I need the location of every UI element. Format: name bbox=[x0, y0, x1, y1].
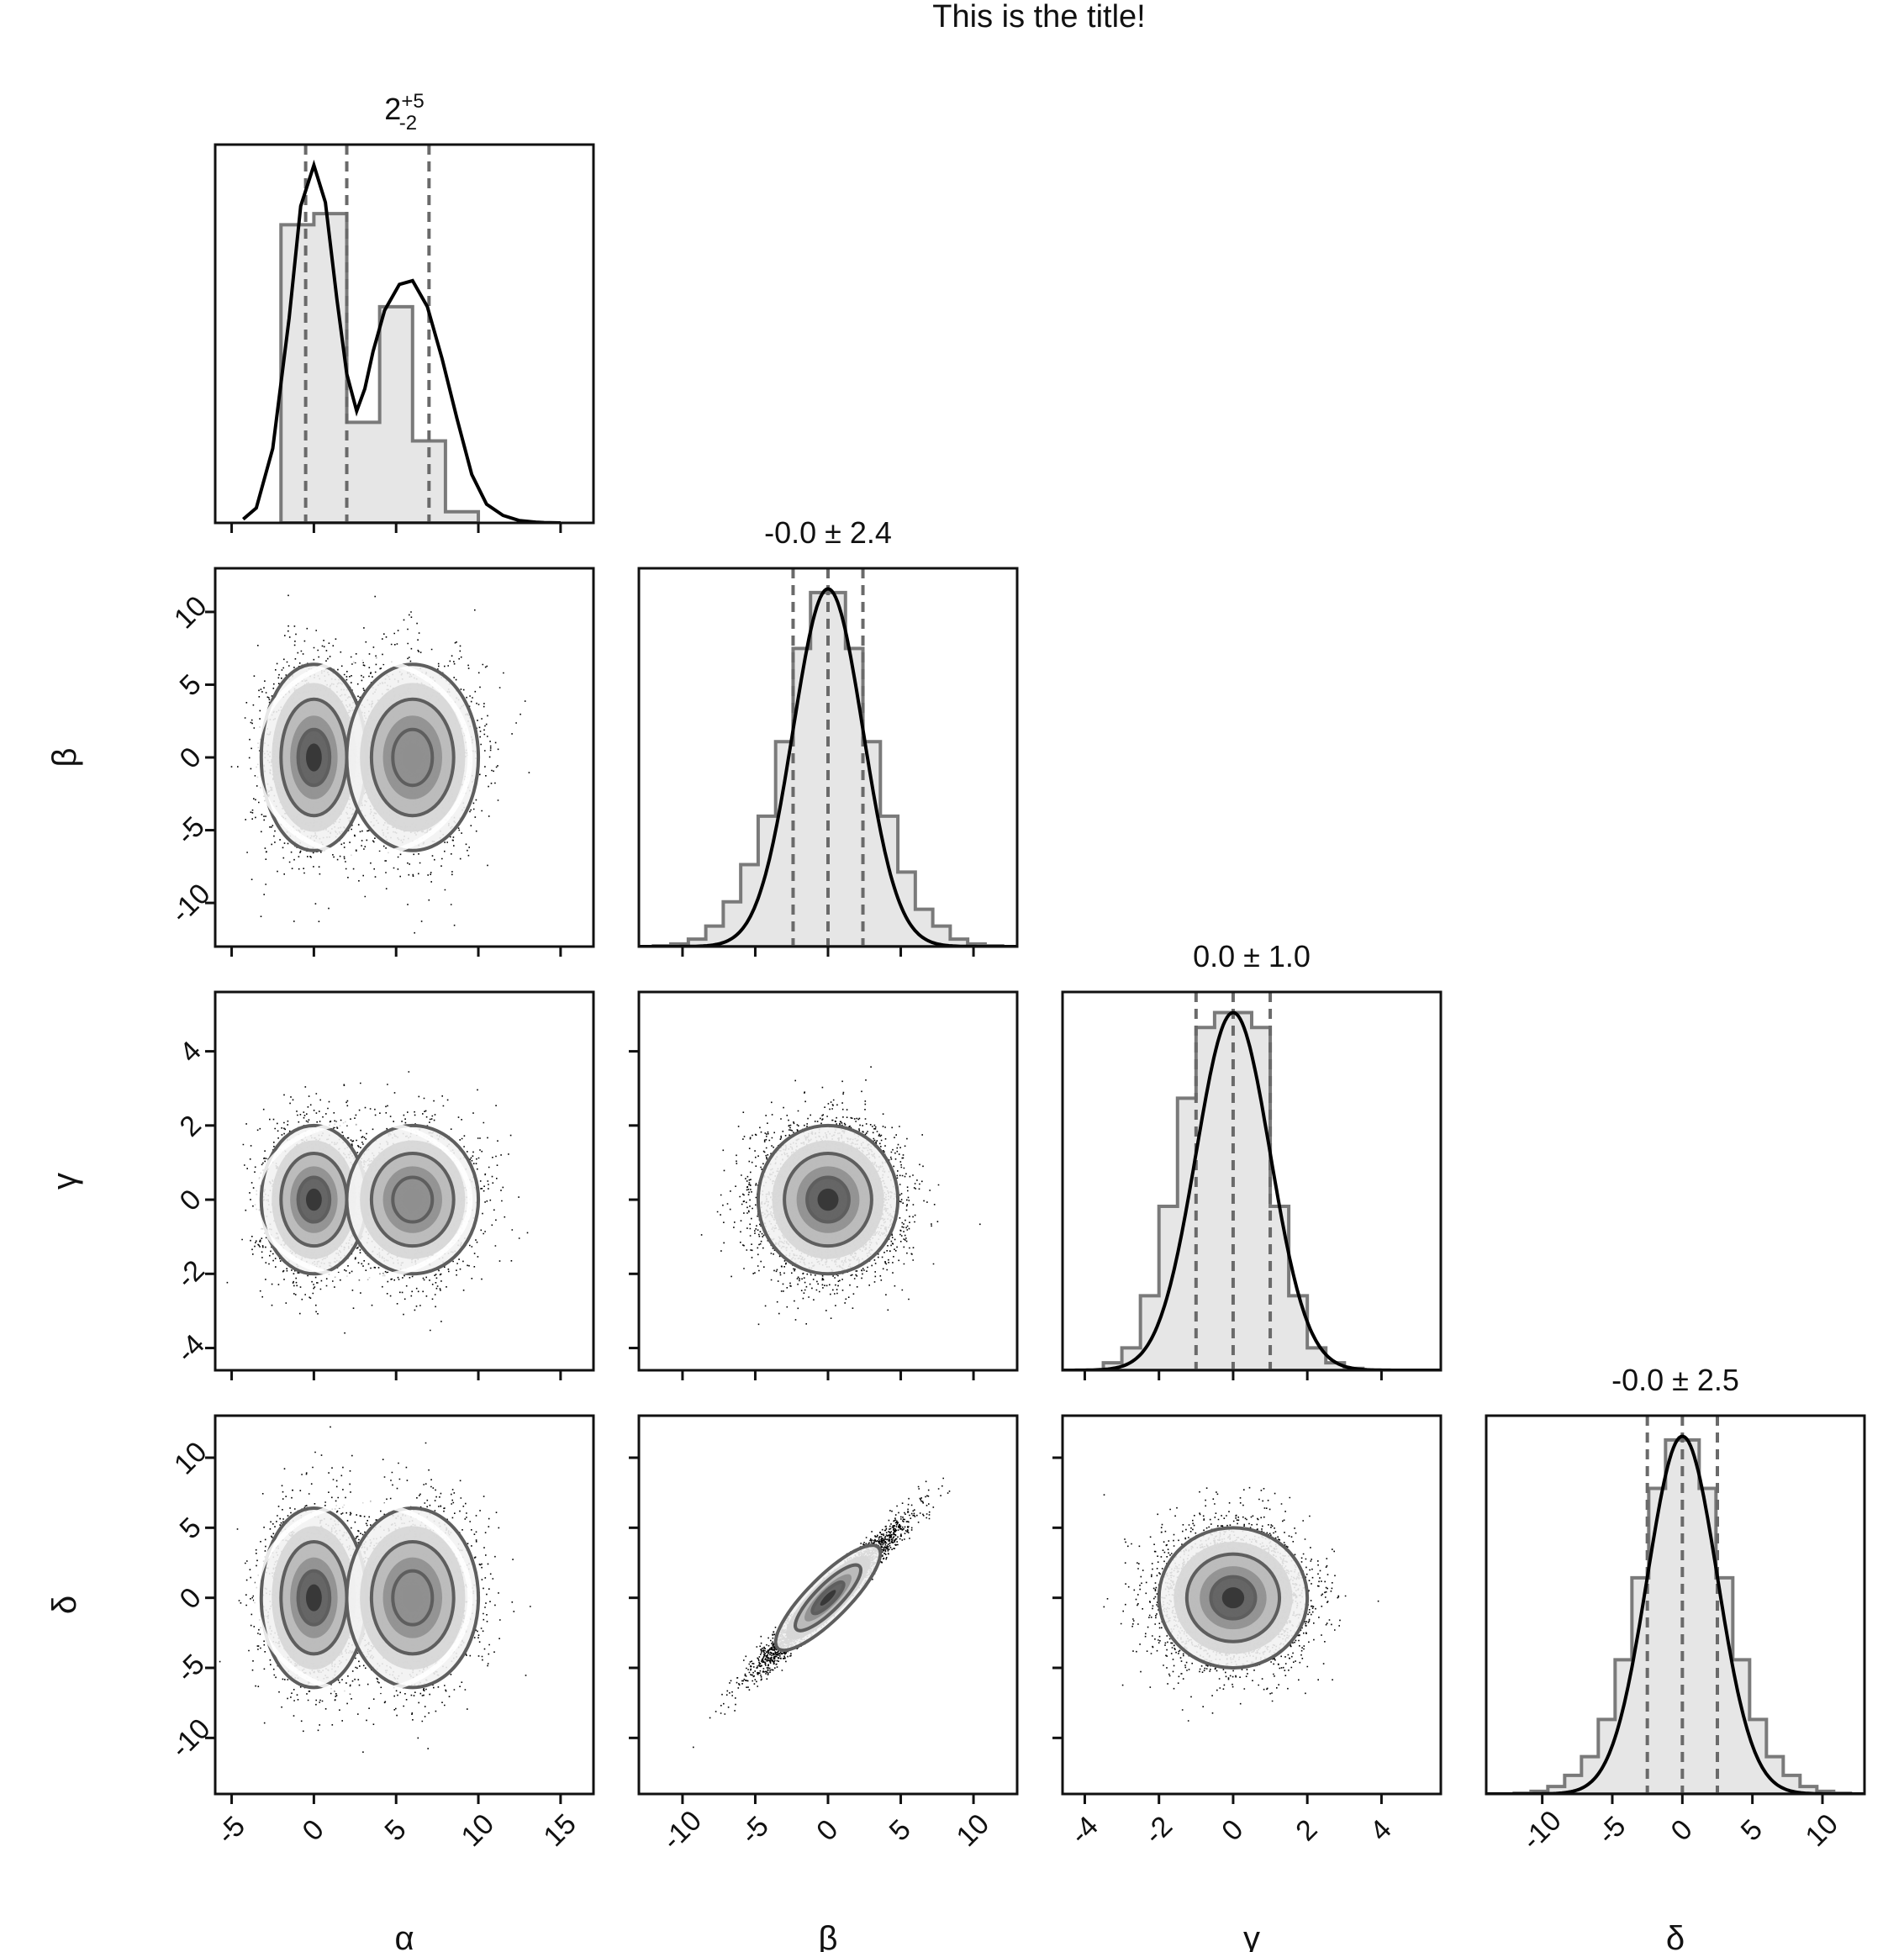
panel-r2-c0: -4 -2 0 2 4 γ bbox=[46, 990, 595, 1380]
summary-value: 2 bbox=[384, 92, 401, 126]
x-tick-label-δ-4: 10 bbox=[1799, 1807, 1844, 1853]
summary-value: 0.0 ± 1.0 bbox=[1193, 939, 1311, 973]
panel-plot-area bbox=[242, 145, 561, 523]
summary-label-β: -0.0 ± 2.4 bbox=[764, 515, 892, 550]
density-contour-0-5 bbox=[305, 743, 322, 772]
y-tick-label-δ-0: -10 bbox=[165, 1712, 217, 1765]
summary-label-α: 2+5 -2 bbox=[384, 90, 424, 135]
panel-plot-area bbox=[1063, 992, 1441, 1370]
panel-r3-c1: -10 -5 0 5 10 β bbox=[629, 1414, 1019, 1952]
plot-title: This is the title! bbox=[932, 0, 1145, 34]
panel-frame bbox=[214, 1414, 595, 1796]
histogram-β bbox=[651, 590, 1005, 947]
panel-r0-c0: 2+5 -2 bbox=[214, 90, 595, 533]
panel-r3-c2: -4 -2 0 2 4 γ bbox=[1052, 1414, 1443, 1952]
x-tick-label-β-3: 5 bbox=[883, 1813, 917, 1847]
y-axis-label-δ: δ bbox=[46, 1596, 83, 1614]
panel-frame bbox=[1485, 1414, 1866, 1796]
panel-r1-c1: -0.0 ± 2.4 bbox=[637, 515, 1019, 957]
y-tick-label-γ-0: -4 bbox=[171, 1328, 211, 1369]
contour-outer-halo bbox=[253, 1119, 473, 1280]
density-contour-0-5 bbox=[1221, 1587, 1245, 1609]
y-tick-label-δ-4: 10 bbox=[168, 1436, 214, 1481]
x-tick-label-γ-3: 2 bbox=[1290, 1813, 1323, 1847]
x-tick-label-γ-2: 0 bbox=[1216, 1813, 1249, 1847]
y-tick-label-δ-1: -5 bbox=[171, 1649, 211, 1689]
histogram-α bbox=[279, 212, 481, 523]
y-tick-label-δ-3: 5 bbox=[174, 1511, 208, 1545]
histogram-γ bbox=[1101, 1010, 1365, 1370]
y-tick-label-β-3: 5 bbox=[174, 668, 208, 702]
summary-value: -0.0 ± 2.5 bbox=[1611, 1363, 1739, 1397]
density-contour-0-5 bbox=[820, 1590, 836, 1606]
summary-upper: +5 bbox=[401, 90, 424, 113]
kde-curve-α bbox=[242, 159, 561, 523]
panel-plot-area bbox=[700, 1066, 981, 1326]
panel-plot-area bbox=[693, 1477, 951, 1749]
x-tick-label-α-4: 15 bbox=[537, 1807, 583, 1853]
x-tick-label-δ-0: -10 bbox=[1516, 1804, 1568, 1856]
x-tick-label-β-4: 10 bbox=[951, 1807, 996, 1853]
contour-outer-halo bbox=[253, 657, 473, 858]
x-axis-label-β: β bbox=[818, 1920, 837, 1952]
density-contour-1-5 bbox=[403, 1188, 423, 1211]
panel-frame bbox=[1061, 1414, 1443, 1796]
summary-label-γ: 0.0 ± 1.0 bbox=[1193, 939, 1311, 973]
summary-lower: -2 bbox=[399, 112, 417, 135]
density-contour-0-5 bbox=[305, 1188, 322, 1211]
panel-r2-c2: 0.0 ± 1.0 bbox=[1061, 939, 1443, 1380]
panel-plot-area bbox=[219, 1426, 531, 1753]
density-contour-1-5 bbox=[403, 743, 423, 772]
y-tick-label-δ-2: 0 bbox=[174, 1581, 208, 1615]
density-contour-0-5 bbox=[817, 1188, 839, 1211]
histogram-δ bbox=[1512, 1438, 1853, 1794]
panel-plot-area bbox=[639, 568, 1017, 947]
panel-r2-c1 bbox=[629, 990, 1019, 1380]
panel-frame bbox=[1061, 990, 1443, 1372]
panel-r1-c0: -10 -5 0 5 10 β bbox=[46, 567, 595, 957]
x-tick-label-α-3: 10 bbox=[456, 1807, 501, 1853]
y-tick-label-γ-1: -2 bbox=[171, 1254, 211, 1295]
y-tick-label-β-2: 0 bbox=[174, 741, 208, 775]
y-tick-label-β-0: -10 bbox=[165, 878, 217, 930]
y-tick-label-γ-2: 0 bbox=[174, 1184, 208, 1217]
x-tick-label-γ-0: -4 bbox=[1064, 1810, 1105, 1850]
panel-plot-area bbox=[1103, 1486, 1379, 1722]
x-axis-label-α: α bbox=[394, 1920, 414, 1952]
x-tick-label-β-0: -10 bbox=[656, 1804, 708, 1856]
density-contour-0-5 bbox=[305, 1584, 322, 1612]
summary-value: -0.0 ± 2.4 bbox=[764, 515, 892, 550]
x-tick-label-α-0: -5 bbox=[211, 1810, 251, 1850]
x-tick-label-β-2: 0 bbox=[810, 1813, 844, 1847]
x-tick-label-β-1: -5 bbox=[735, 1810, 775, 1850]
y-tick-label-γ-4: 4 bbox=[174, 1035, 208, 1068]
panel-frame bbox=[214, 990, 595, 1372]
y-axis-label-γ: γ bbox=[46, 1173, 83, 1190]
x-tick-label-δ-2: 0 bbox=[1665, 1813, 1699, 1847]
y-tick-label-γ-3: 2 bbox=[174, 1109, 208, 1142]
summary-label-δ: -0.0 ± 2.5 bbox=[1611, 1363, 1739, 1397]
x-tick-label-α-2: 5 bbox=[378, 1813, 412, 1847]
panel-plot-area bbox=[230, 594, 530, 934]
x-tick-label-γ-1: -2 bbox=[1138, 1810, 1179, 1850]
panel-r3-c0: -5 0 5 10 15 α -10 -5 0 5 10 δ bbox=[46, 1414, 595, 1952]
panel-plot-area bbox=[226, 1071, 529, 1334]
x-tick-label-α-1: 0 bbox=[297, 1813, 330, 1847]
x-axis-label-γ: γ bbox=[1243, 1920, 1260, 1952]
x-tick-label-γ-4: 4 bbox=[1364, 1813, 1398, 1847]
panel-plot-area bbox=[1486, 1416, 1864, 1794]
x-tick-label-δ-1: -5 bbox=[1591, 1810, 1632, 1850]
density-contour-1-5 bbox=[403, 1584, 423, 1612]
contour-outer-halo bbox=[253, 1501, 473, 1695]
y-axis-label-β: β bbox=[46, 747, 83, 767]
x-axis-label-δ: δ bbox=[1666, 1920, 1685, 1952]
y-tick-label-β-1: -5 bbox=[171, 810, 211, 851]
panel-frame bbox=[214, 143, 595, 525]
y-tick-label-β-4: 10 bbox=[168, 590, 214, 636]
panel-r3-c3: -0.0 ± 2.5 -10 -5 0 5 10 δ bbox=[1485, 1363, 1866, 1952]
x-tick-label-δ-3: 5 bbox=[1735, 1813, 1769, 1847]
